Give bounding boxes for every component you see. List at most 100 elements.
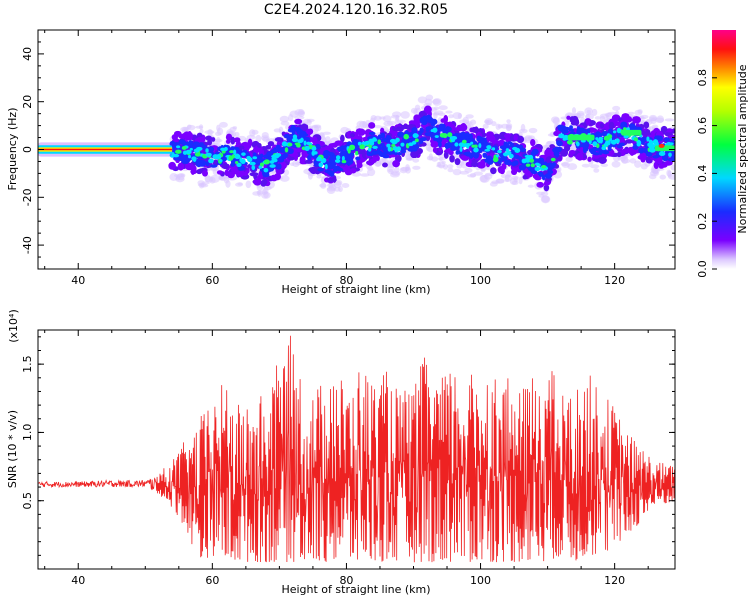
ridge-segment [654,145,675,152]
spectrum-halo [316,174,322,179]
spectrum-peak [185,149,192,155]
spectrum-peak [636,140,642,146]
spectrum-peak [615,138,620,144]
spectrum-halo [322,131,331,135]
spectrum-halo [611,160,621,168]
spectrum-body [413,114,421,122]
spectrum-core [375,150,383,155]
spectrum-halo [261,191,271,199]
spectrum-body [660,125,668,133]
spectrum-peak [576,141,580,147]
spectrum-peak [484,148,491,152]
spectrum-halo [600,163,609,168]
spectrum-halo [447,167,454,173]
spectrum-body [238,145,245,150]
spectrum-body [590,128,598,133]
spectrum-peak [461,139,467,144]
spectrum-peak [509,153,514,159]
spectrum-body [534,176,542,181]
spectrum-halo [289,110,299,118]
spectrum-halo [260,135,270,141]
spectrum-peak [324,163,328,170]
spectrum-halo [257,190,262,197]
spectrum-halo [491,121,497,127]
spectrum-body [369,158,377,164]
spectrum-halo [367,168,376,177]
spectrum-peak [304,145,310,152]
spectrum-halo [197,180,205,186]
spectrum-peak [512,146,518,151]
y-tick-label: 1.0 [21,424,34,442]
spectrum-peak [347,148,351,154]
spectrum-halo [433,106,440,111]
spectrum-core [521,147,527,152]
spectrum-body [334,140,344,146]
spectrum-body [327,177,334,183]
spectrum-halo [459,119,470,125]
spectrum-halo [359,121,368,129]
spectrum-core [380,142,385,147]
spectrum-core [642,147,649,152]
spectrum-halo [607,111,618,115]
spectrum-core [346,159,351,166]
spectrum-halo [395,114,400,122]
spectrum-peak [341,160,347,164]
spectrum-peak [292,134,298,140]
spectrum-body [288,156,295,161]
spectrum-peak [194,152,201,157]
spectrum-core [287,148,294,154]
spectrum-halo [186,124,196,131]
spectrum-core [485,155,492,160]
spectrum-halo [383,120,394,127]
spectrum-body [664,160,673,166]
x-tick-label: 60 [205,274,219,287]
spectrum-halo [392,111,402,118]
x-tick-label: 100 [470,274,491,287]
spectrum-body [474,126,479,134]
spectrum-halo [447,164,454,169]
spectrum-halo [234,131,240,138]
spectrum-body [459,123,468,132]
spectrum-peak [434,135,439,138]
spectrum-halo [326,186,336,195]
spectrum-body [618,136,625,145]
snr-multiplier: (x10⁴) [7,309,20,343]
spectrum-peak [394,147,398,153]
spectrum-halo [235,182,243,187]
spectrum-body [185,162,194,171]
spectrum-core [503,141,509,147]
spectrum-body [501,162,507,170]
spectrum-peak [205,152,212,157]
spectrum-peak [550,157,556,162]
spectrum-core [433,137,437,142]
x-tick-label: 120 [604,274,625,287]
spectrum-core [424,132,432,137]
spectrum-core [259,153,264,158]
spectrum-peak [284,147,289,153]
spectrum-peak [193,148,200,153]
spectrum-peak [335,155,341,160]
spectrum-halo [229,126,237,132]
spectrum-halo [219,121,228,128]
spectrum-peak [478,143,482,149]
spectrum-halo [297,109,305,118]
spectrum-halo [564,120,570,127]
spectrum-peak [187,154,192,159]
spectrum-peak [535,162,540,166]
spectrum-core [664,137,671,143]
spectrum-body [440,118,446,123]
spectrum-halo [381,158,387,164]
snr-ylabel: SNR (10 * v/v) [6,410,19,488]
spectrum-core [376,148,381,153]
spectrum-halo [667,173,675,180]
spectrum-halo [670,164,675,171]
spectrum-core [664,153,669,160]
spectrum-halo [437,156,446,161]
colorbar-tick-label: 0.8 [696,69,709,87]
spectrum-body [230,136,236,145]
spectrum-halo [506,119,511,124]
spectrum-halo [370,114,377,121]
spectrum-halo [457,112,462,119]
spectrum-halo [581,163,591,168]
spectrum-body [225,133,233,141]
